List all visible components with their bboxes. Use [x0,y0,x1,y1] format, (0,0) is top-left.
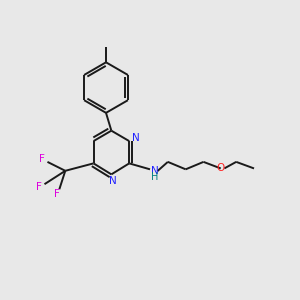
Text: O: O [217,164,225,173]
Text: N: N [109,176,117,186]
Text: F: F [39,154,44,164]
Text: F: F [36,182,42,192]
Text: F: F [54,189,60,199]
Text: H: H [151,172,158,182]
Text: N: N [151,166,159,176]
Text: N: N [132,133,140,143]
